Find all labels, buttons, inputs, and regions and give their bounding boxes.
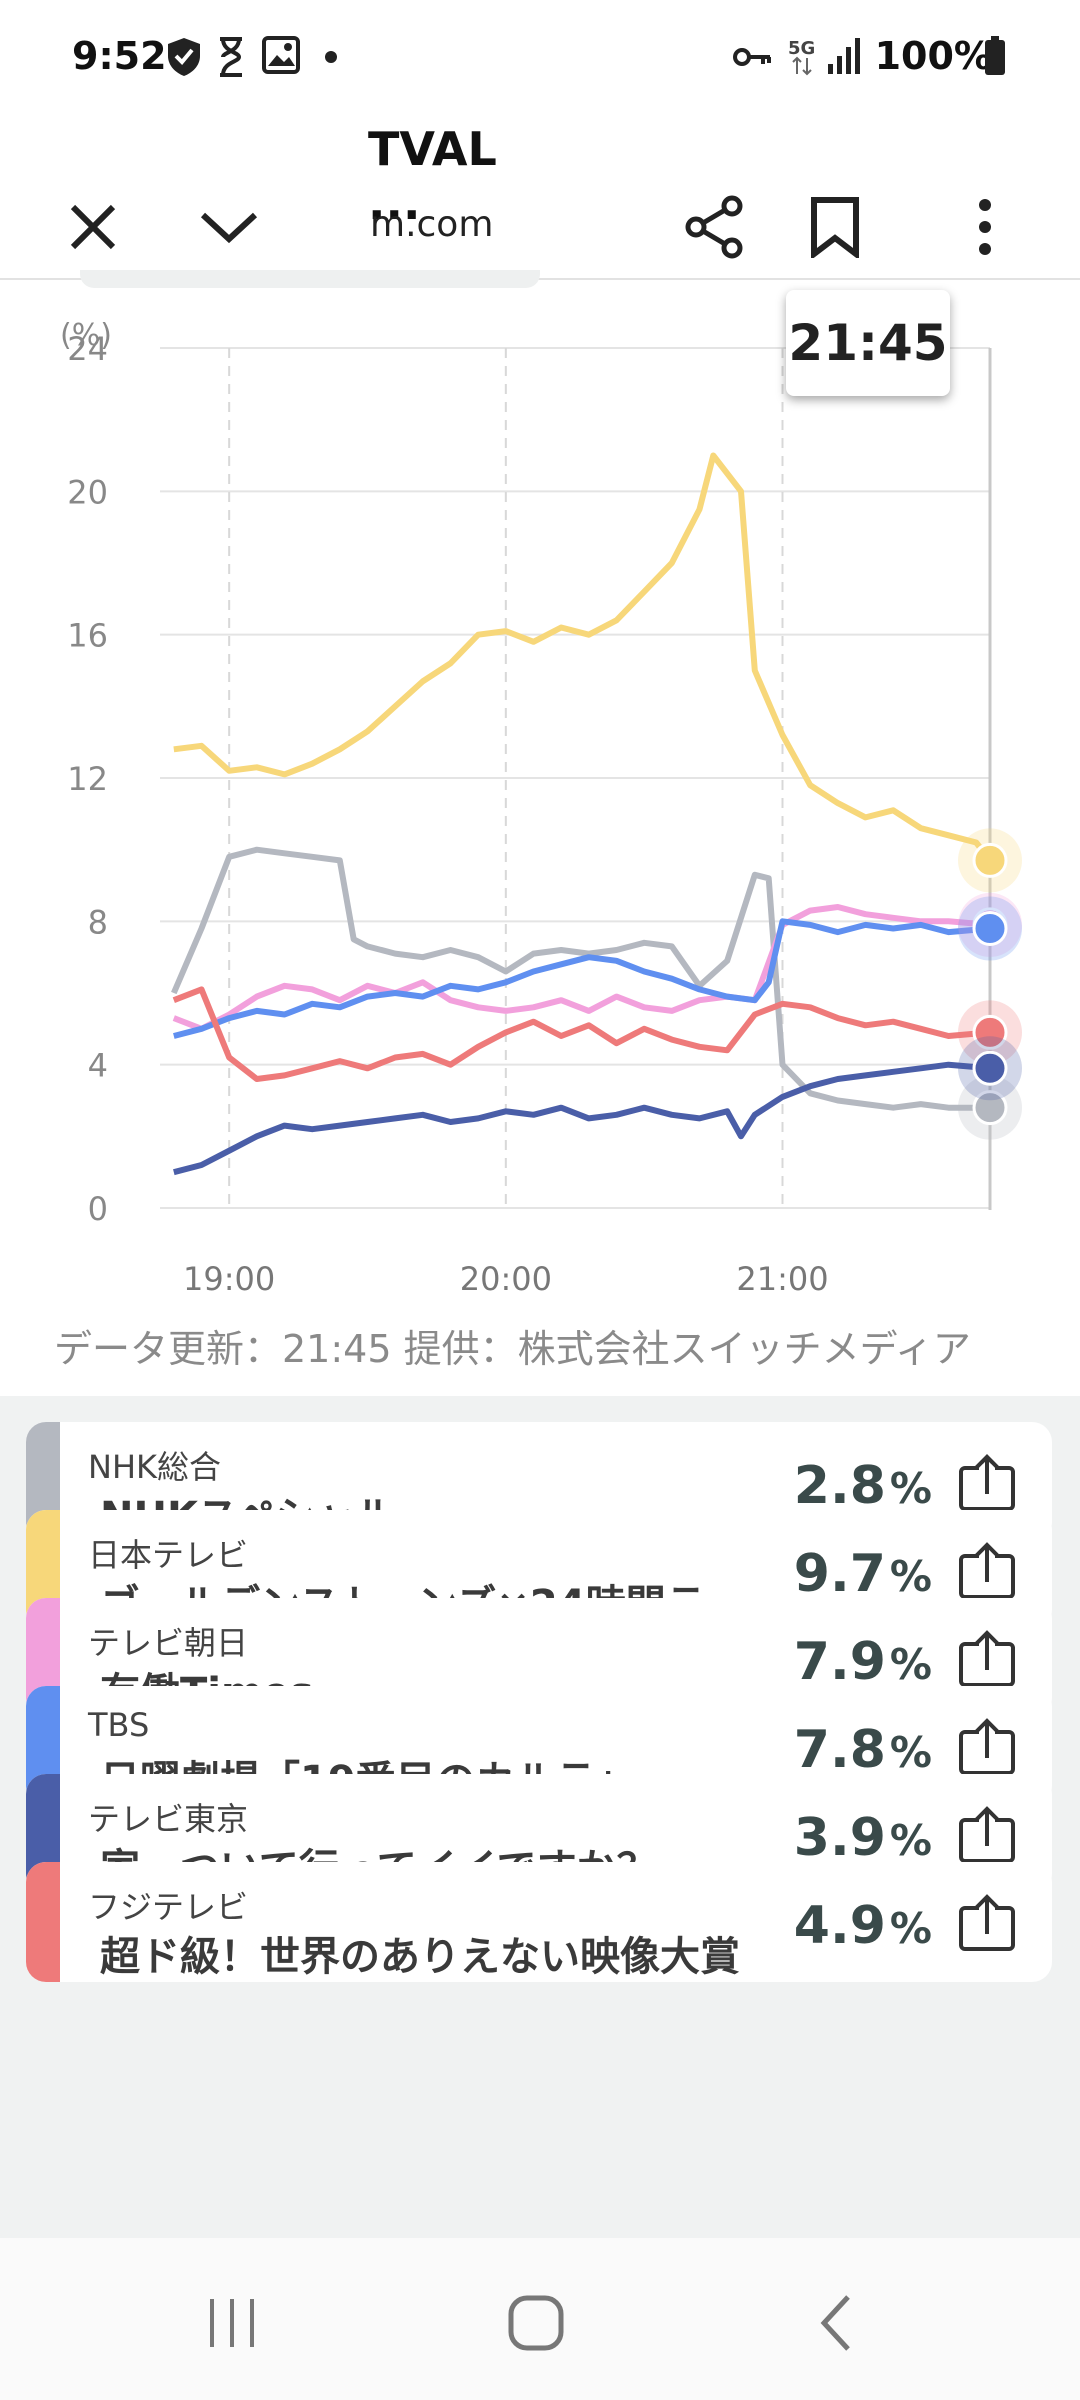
image-icon bbox=[262, 36, 300, 74]
share-icon[interactable] bbox=[958, 1806, 1016, 1864]
rating-card-fujitv[interactable]: フジテレビ 超ド級！世界のありえない映像大賞 4.9% bbox=[26, 1862, 1052, 1982]
url-domain: m.com bbox=[370, 204, 494, 245]
recent-apps-button[interactable] bbox=[172, 2278, 292, 2368]
time-tooltip: 21:45 bbox=[786, 290, 950, 396]
data-credit: データ更新：21:45 提供：株式会社スイッチメディア bbox=[54, 1327, 971, 1371]
data-arrows-icon bbox=[792, 56, 812, 76]
rating-number: 3.9 bbox=[793, 1808, 886, 1868]
rating-unit: % bbox=[889, 1816, 932, 1865]
y-tick-label: 8 bbox=[88, 903, 108, 941]
rating-value: 7.8% bbox=[794, 1720, 932, 1780]
series-line bbox=[173, 918, 991, 1039]
rating-number: 7.8 bbox=[793, 1720, 886, 1780]
series-marker bbox=[972, 1014, 1008, 1050]
share-icon[interactable] bbox=[958, 1894, 1016, 1952]
series-line bbox=[172, 986, 991, 1082]
channel-name: TBS bbox=[88, 1706, 150, 1744]
channel-name: NHK総合 bbox=[88, 1448, 221, 1486]
close-button[interactable] bbox=[48, 182, 138, 272]
x-tick-label: 21:00 bbox=[736, 1260, 828, 1298]
rating-value: 2.8% bbox=[794, 1456, 932, 1516]
series-line bbox=[173, 1061, 991, 1176]
home-button[interactable] bbox=[476, 2278, 596, 2368]
rating-value: 3.9% bbox=[794, 1808, 932, 1868]
home-icon bbox=[508, 2295, 564, 2351]
x-tick-label: 19:00 bbox=[183, 1260, 275, 1298]
share-icon[interactable] bbox=[958, 1542, 1016, 1600]
line-chart: 0 4 8 12 16 20 24(%) 19:00 20:00 21:00 bbox=[60, 318, 1022, 1298]
program-title: 超ド級！世界のありえない映像大賞 bbox=[100, 1934, 740, 1980]
more-vert-icon bbox=[979, 199, 991, 255]
recent-apps-icon bbox=[210, 2299, 254, 2347]
series-marker bbox=[972, 1050, 1008, 1086]
channel-color-strip bbox=[26, 1862, 60, 1982]
close-icon bbox=[70, 204, 116, 250]
rating-unit: % bbox=[889, 1464, 932, 1513]
ratings-list: NHK総合 NHKスペシャル 2.8% 日本テレビ ゴールデンストーンズ×24時… bbox=[0, 1396, 1080, 2238]
series-line bbox=[173, 452, 993, 863]
browser-toolbar: TVAL ... m.com bbox=[0, 120, 1080, 280]
rating-value: 9.7% bbox=[794, 1544, 932, 1604]
rating-number: 9.7 bbox=[793, 1544, 886, 1604]
bookmark-icon bbox=[811, 197, 859, 258]
y-tick-label: 12 bbox=[67, 760, 108, 798]
ratings-chart[interactable]: 0 4 8 12 16 20 24 (%) 19:00 20:00 21:00 bbox=[0, 280, 1080, 1390]
y-tick-label: 16 bbox=[67, 617, 108, 655]
battery-percent: 100% bbox=[874, 34, 992, 78]
rating-number: 2.8 bbox=[793, 1456, 886, 1516]
channel-name: テレビ朝日 bbox=[88, 1624, 249, 1662]
series-marker bbox=[972, 911, 1008, 946]
y-tick-label: 0 bbox=[88, 1190, 108, 1228]
page-title-text: TVAL ... bbox=[368, 122, 497, 230]
status-time: 9:52 bbox=[72, 34, 167, 78]
hourglass-icon bbox=[220, 37, 242, 77]
key-icon bbox=[733, 48, 771, 66]
status-bar: 9:52 5G 100% bbox=[0, 0, 1080, 120]
back-button[interactable] bbox=[776, 2278, 896, 2368]
tooltip-time: 21:45 bbox=[788, 314, 948, 372]
share-icon[interactable] bbox=[958, 1718, 1016, 1776]
series-line bbox=[172, 904, 991, 1032]
share-button[interactable] bbox=[670, 182, 760, 272]
x-tick-label: 20:00 bbox=[460, 1260, 552, 1298]
y-tick-label: 20 bbox=[67, 473, 108, 511]
network-type: 5G bbox=[788, 38, 816, 59]
rating-unit: % bbox=[889, 1640, 932, 1689]
rating-value: 4.9% bbox=[794, 1896, 932, 1956]
rating-value: 7.9% bbox=[794, 1632, 932, 1692]
channel-name: 日本テレビ bbox=[88, 1536, 249, 1574]
series-line bbox=[171, 846, 990, 1111]
chevron-down-icon bbox=[200, 212, 258, 244]
system-nav-bar bbox=[0, 2238, 1080, 2400]
collapse-button[interactable] bbox=[184, 182, 274, 272]
page-url: m.com bbox=[370, 204, 493, 245]
shield-icon bbox=[168, 38, 200, 76]
series-marker bbox=[972, 842, 1008, 878]
series-marker bbox=[972, 1090, 1008, 1126]
share-icon bbox=[685, 195, 743, 259]
share-icon[interactable] bbox=[958, 1454, 1016, 1512]
rating-unit: % bbox=[889, 1552, 932, 1601]
bookmark-button[interactable] bbox=[790, 182, 880, 272]
tab-bar-edge bbox=[80, 270, 540, 288]
y-axis-label: (%) bbox=[60, 318, 112, 353]
rating-unit: % bbox=[889, 1904, 932, 1953]
rating-number: 7.9 bbox=[793, 1632, 886, 1692]
back-icon bbox=[820, 2295, 850, 2351]
share-icon[interactable] bbox=[958, 1630, 1016, 1688]
rating-unit: % bbox=[889, 1728, 932, 1777]
signal-icon bbox=[828, 38, 860, 74]
channel-name: テレビ東京 bbox=[88, 1800, 249, 1838]
rating-number: 4.9 bbox=[793, 1896, 886, 1956]
channel-name: フジテレビ bbox=[88, 1888, 249, 1926]
dot-icon bbox=[325, 51, 337, 63]
y-tick-label: 24 bbox=[67, 330, 108, 368]
battery-icon bbox=[985, 36, 1005, 75]
y-tick-label: 4 bbox=[88, 1047, 108, 1085]
more-options-button[interactable] bbox=[940, 182, 1030, 272]
